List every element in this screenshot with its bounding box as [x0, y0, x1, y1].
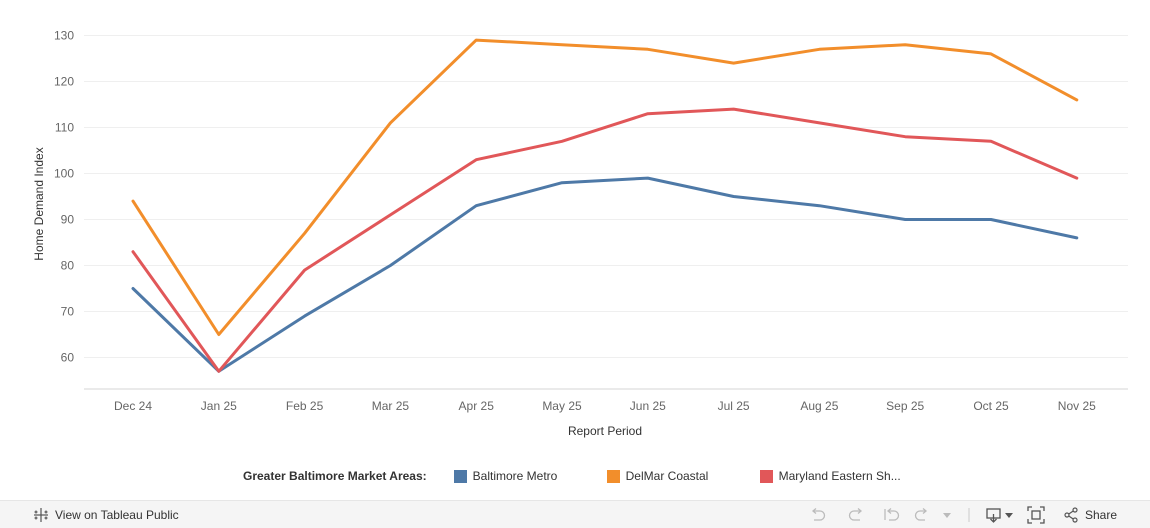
x-axis-ticks: Dec 24 Jan 25 Feb 25 Mar 25 Apr 25 May 25 Jun …	[114, 399, 1096, 413]
series-line-maryland-eastern-sh	[131, 107, 1079, 373]
x-tick-label: Aug 25	[800, 399, 838, 413]
share-label: Share	[1084, 507, 1117, 522]
y-tick-label: 70	[61, 305, 75, 319]
x-tick-label: Oct 25	[973, 399, 1009, 413]
legend-swatch-maryland-eastern-shore	[759, 469, 773, 483]
line-chart: 60 70 80 90 100 110 120 130 Dec 24 Jan 25 Feb 25 M…	[32, 29, 1128, 438]
legend-item-baltimore-metro[interactable]: Baltimore Metro	[453, 469, 607, 483]
download-icon[interactable]	[979, 501, 1021, 528]
redo-icon[interactable]	[837, 501, 875, 528]
chevron-down-icon[interactable]	[935, 501, 959, 528]
legend-swatch-baltimore-metro	[453, 469, 467, 483]
refresh-icon[interactable]	[909, 501, 935, 528]
y-axis-ticks: 60 70 80 90 100 110 120 130	[54, 29, 74, 365]
series-lines	[131, 38, 1079, 373]
fullscreen-icon[interactable]	[1021, 501, 1051, 528]
tableau-toolbar: View on Tableau Public Share	[0, 500, 1150, 528]
legend-label: Maryland Eastern Sh...	[778, 469, 901, 483]
toolbar-divider	[959, 501, 979, 528]
x-tick-label: May 25	[542, 399, 582, 413]
legend-item-maryland-eastern-shore[interactable]: Maryland Eastern Sh...	[759, 469, 901, 483]
x-tick-label: Jul 25	[718, 399, 750, 413]
x-tick-label: Mar 25	[372, 399, 410, 413]
y-tick-label: 110	[55, 121, 74, 135]
share-icon	[1064, 506, 1078, 523]
y-tick-label: 100	[54, 167, 74, 181]
y-tick-label: 130	[54, 29, 74, 43]
view-on-tableau-public-link[interactable]: View on Tableau Public	[33, 507, 179, 523]
legend-label: Baltimore Metro	[472, 469, 558, 483]
tableau-logo-icon	[33, 507, 49, 523]
y-tick-label: 90	[61, 213, 75, 227]
undo-icon[interactable]	[799, 501, 837, 528]
legend-swatch-delmar-coastal	[606, 469, 620, 483]
y-tick-label: 120	[54, 75, 74, 89]
legend: Greater Baltimore Market Areas: Baltimor…	[243, 466, 901, 486]
legend-label: DelMar Coastal	[625, 469, 709, 483]
x-tick-label: Feb 25	[286, 399, 324, 413]
x-tick-label: Jan 25	[201, 399, 237, 413]
series-line-baltimore-metro	[131, 176, 1079, 373]
legend-item-delmar-coastal[interactable]: DelMar Coastal	[606, 469, 760, 483]
x-axis-title: Report Period	[568, 424, 642, 438]
x-tick-label: Sep 25	[886, 399, 924, 413]
view-on-tableau-public-label: View on Tableau Public	[55, 507, 179, 522]
y-tick-label: 80	[61, 259, 75, 273]
x-tick-label: Jun 25	[630, 399, 666, 413]
x-tick-label: Apr 25	[459, 399, 495, 413]
legend-title: Greater Baltimore Market Areas:	[243, 469, 427, 483]
toolbar-actions: Share	[799, 501, 1150, 528]
x-tick-label: Dec 24	[114, 399, 152, 413]
y-axis-title: Home Demand Index	[32, 147, 46, 260]
x-tick-label: Nov 25	[1058, 399, 1096, 413]
y-tick-label: 60	[61, 351, 75, 365]
revert-icon[interactable]	[875, 501, 909, 528]
series-line-delmar-coastal	[131, 38, 1079, 336]
share-button[interactable]: Share	[1063, 501, 1150, 528]
